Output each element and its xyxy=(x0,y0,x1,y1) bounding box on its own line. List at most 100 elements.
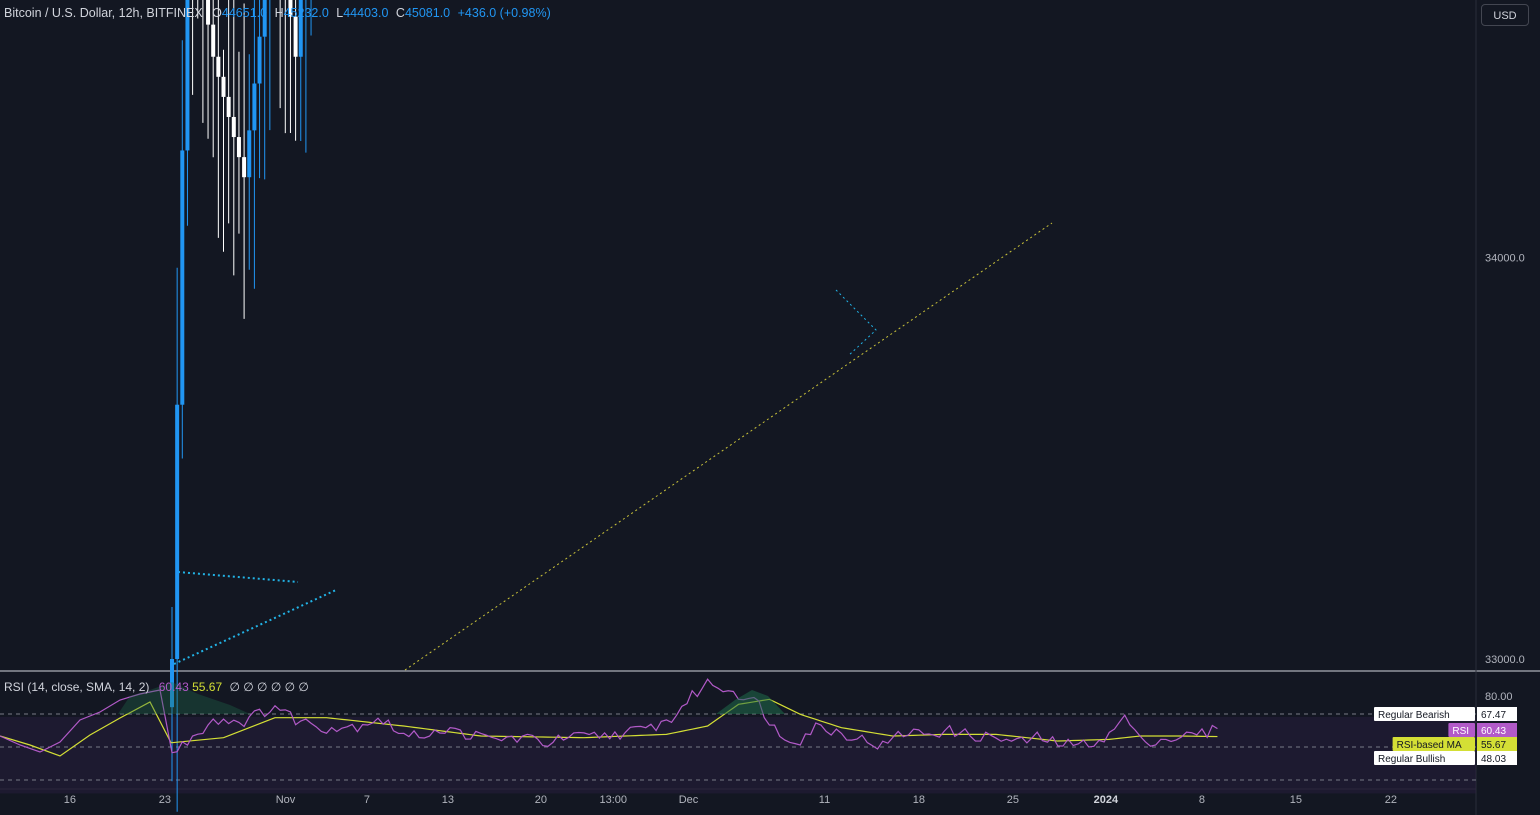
rsi-tag-value-0: 67.47 xyxy=(1481,710,1506,721)
symbol-legend: Bitcoin / U.S. Dollar, 12h, BITFINEX O 44… xyxy=(4,6,551,20)
rsi-tag-value-3: 48.03 xyxy=(1481,754,1506,765)
candle-24 xyxy=(293,0,298,141)
time-tick-2: Nov xyxy=(276,794,296,806)
high-value: 45232.0 xyxy=(283,6,329,20)
candle-13 xyxy=(236,51,241,234)
time-tick-13: 15 xyxy=(1290,794,1302,806)
candle-body-8 xyxy=(211,24,216,57)
candle-8 xyxy=(211,0,216,158)
time-tick-0: 16 xyxy=(64,794,76,806)
candle-18 xyxy=(262,0,267,180)
candle-7 xyxy=(206,0,211,139)
candle-17 xyxy=(257,0,262,179)
rsi-tag-box-0 xyxy=(1374,707,1475,721)
time-tick-11: 2024 xyxy=(1094,794,1119,806)
time-tick-3: 7 xyxy=(364,794,370,806)
open-label: O xyxy=(212,6,222,20)
candle-body-1 xyxy=(175,404,180,659)
candle-body-14 xyxy=(242,157,247,178)
rsi-tick-0: 80.00 xyxy=(1485,691,1513,703)
currency-button[interactable]: USD xyxy=(1481,4,1529,26)
candle-body-16 xyxy=(252,83,257,131)
rsi-val-box-1 xyxy=(1477,723,1517,737)
rsi-tag-box-2 xyxy=(1392,737,1475,751)
time-tick-5: 20 xyxy=(535,794,547,806)
candle-body-17 xyxy=(257,36,262,84)
candle-2 xyxy=(180,40,185,459)
candle-body-0 xyxy=(170,659,174,708)
candle-body-10 xyxy=(221,76,226,97)
rsi-line xyxy=(0,678,1218,754)
rsi-overbought-fill xyxy=(716,690,785,714)
time-tick-9: 18 xyxy=(913,794,925,806)
candle-1 xyxy=(175,267,180,812)
candle-4 xyxy=(192,0,194,95)
time-tick-14: 22 xyxy=(1385,794,1397,806)
time-tick-1: 23 xyxy=(159,794,171,806)
candle-body-12 xyxy=(231,116,236,138)
candle-body-11 xyxy=(226,96,231,117)
rsi-tag-name-1: RSI xyxy=(1452,726,1469,737)
trendline xyxy=(404,222,1053,671)
time-tick-7: Dec xyxy=(679,794,699,806)
candle-body-9 xyxy=(216,56,221,77)
candle-26 xyxy=(305,0,307,153)
low-label: L xyxy=(336,6,344,20)
candle-25 xyxy=(298,0,303,142)
candle-body-23 xyxy=(288,0,293,17)
flag-pattern xyxy=(835,289,877,357)
close-value: 45081.0 xyxy=(404,6,451,20)
candle-9 xyxy=(216,0,221,238)
candle-15 xyxy=(247,54,252,270)
candle-27 xyxy=(310,0,312,36)
rsi-tag-value-1: 60.43 xyxy=(1481,726,1506,737)
rsi-val-box-0 xyxy=(1477,707,1517,721)
candle-3 xyxy=(185,0,190,226)
rsi-val-box-2 xyxy=(1477,737,1517,751)
change-value: +436.0 (+0.98%) xyxy=(457,6,551,20)
high-label: H xyxy=(274,6,284,20)
price-tick-15: 33000.0 xyxy=(1485,654,1525,666)
rsi-legend[interactable]: RSI (14, close, SMA, 14, 2) 60.43 55.67 … xyxy=(4,680,309,694)
candle-body-2 xyxy=(180,150,185,405)
candle-body-7 xyxy=(206,0,211,25)
rsi-tag-box-3 xyxy=(1374,751,1475,765)
rsi-tag-name-3: Regular Bullish xyxy=(1378,754,1445,765)
pattern-top-line xyxy=(177,571,299,583)
candle-body-13 xyxy=(236,137,241,158)
candle-body-3 xyxy=(185,0,190,151)
candle-12 xyxy=(231,0,236,276)
time-tick-10: 25 xyxy=(1007,794,1019,806)
candle-19 xyxy=(269,0,271,131)
candle-14 xyxy=(242,3,247,319)
symbol-title: Bitcoin / U.S. Dollar, 12h, BITFINEX xyxy=(4,6,203,20)
rsi-val-box-3 xyxy=(1477,751,1517,765)
rsi-tag-name-0: Regular Bearish xyxy=(1378,710,1450,721)
time-tick-4: 13 xyxy=(442,794,454,806)
rsi-legend-value: 60.43 xyxy=(158,680,189,694)
rsi-legend-extras: ∅ ∅ ∅ ∅ ∅ ∅ xyxy=(229,680,309,694)
rsi-legend-label: RSI (14, close, SMA, 14, 2) xyxy=(4,680,150,694)
candle-23 xyxy=(288,0,293,134)
candle-body-25 xyxy=(298,0,303,57)
rsi-band xyxy=(0,716,1476,794)
candle-21 xyxy=(279,0,281,109)
price-tick-14: 34000.0 xyxy=(1485,253,1525,265)
candle-11 xyxy=(226,0,231,224)
candle-body-15 xyxy=(247,130,252,178)
rsi-ma-legend-value: 55.67 xyxy=(192,680,223,694)
time-tick-12: 8 xyxy=(1199,794,1205,806)
candle-16 xyxy=(252,0,257,289)
candle-body-18 xyxy=(262,0,267,37)
time-tick-8: 11 xyxy=(819,794,830,806)
rsi-tag-value-2: 55.67 xyxy=(1481,740,1506,751)
low-value: 44403.0 xyxy=(343,6,389,20)
rsi-tag-name-2: RSI-based MA xyxy=(1397,740,1462,751)
candle-body-24 xyxy=(293,16,298,57)
rsi-tag-box-1 xyxy=(1448,723,1475,737)
rsi-ma-line xyxy=(0,698,1218,757)
candle-6 xyxy=(202,0,204,123)
candle-10 xyxy=(221,49,226,252)
rsi-overbought-fill-early xyxy=(118,682,250,714)
